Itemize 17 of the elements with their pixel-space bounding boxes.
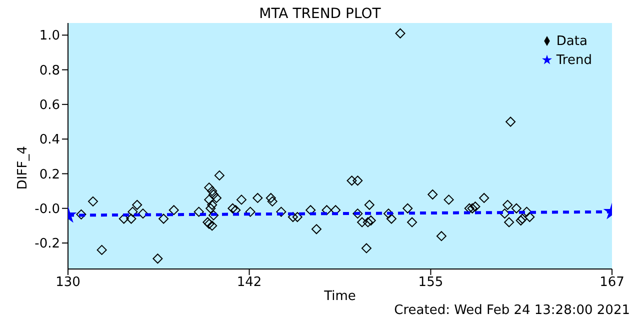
y-tick-label: -0.2: [34, 236, 60, 252]
y-tick-label: 0.4: [39, 132, 60, 148]
legend-label: Trend: [556, 53, 592, 68]
y-tick-label: 0.2: [39, 167, 60, 182]
legend-label: Data: [556, 34, 588, 49]
x-tick-label: 167: [600, 275, 624, 290]
y-tick-label: 1.0: [39, 28, 60, 44]
y-axis-title: DIFF_4: [16, 146, 31, 190]
text: Created: Wed Feb 24 13:28:00 2021: [394, 303, 630, 318]
y-tick-label: 0.6: [39, 98, 60, 114]
x-tick-label: 142: [236, 275, 262, 290]
x-tick-label: 155: [418, 275, 444, 290]
x-tick-label: 130: [56, 275, 80, 290]
x-axis-title: Time: [323, 289, 356, 304]
y-tick-label: -0.0: [34, 202, 60, 217]
y-tick-label: 0.8: [39, 63, 60, 78]
chart-title: MTA TREND PLOT: [258, 6, 382, 22]
